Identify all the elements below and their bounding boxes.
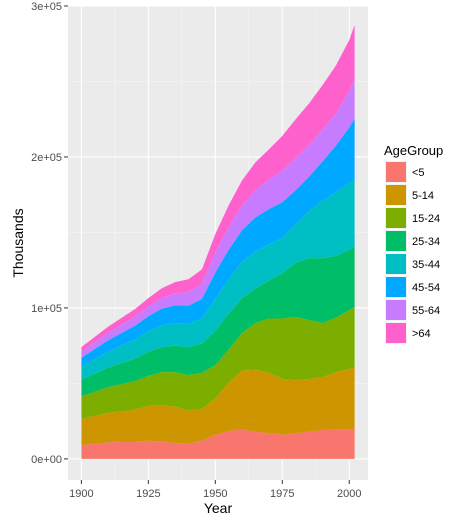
x-tick-label: 1900 — [69, 488, 93, 500]
legend-label-15-24: 15-24 — [412, 213, 440, 225]
x-axis-title: Year — [204, 500, 233, 516]
y-tick-label: 0e+00 — [31, 454, 62, 466]
legend-label-55-64: 55-64 — [412, 305, 440, 317]
area-35-44 — [81, 178, 355, 380]
legend-swatch-5-14 — [386, 185, 406, 205]
legend-label-35-44: 35-44 — [412, 259, 440, 271]
area-series-group — [81, 24, 355, 459]
x-tick-label: 1950 — [203, 488, 227, 500]
area-45-54 — [81, 118, 355, 367]
x-tick-label: 2000 — [337, 488, 361, 500]
x-tick-label: 1975 — [270, 488, 294, 500]
legend: AgeGroup <5 5-14 15-24 25-34 35-44 45-54 55-64… — [384, 143, 443, 344]
legend-swatch-55-64 — [386, 300, 406, 320]
legend-swatch-25-34 — [386, 231, 406, 251]
legend-swatch-15-24 — [386, 208, 406, 228]
legend-label-25-34: 25-34 — [412, 236, 440, 248]
legend-swatch-35-44 — [386, 254, 406, 274]
area-5-14 — [81, 367, 355, 446]
y-tick-label: 3e+05 — [31, 1, 62, 13]
legend-title: AgeGroup — [384, 143, 443, 158]
y-axis: 0e+00 1e+05 2e+05 3e+05 — [31, 1, 68, 466]
y-axis-title: Thousands — [10, 208, 26, 277]
legend-label-over-64: >64 — [412, 328, 431, 340]
y-tick-label: 2e+05 — [31, 152, 62, 164]
legend-label-under-5: <5 — [412, 167, 425, 179]
area-15-24 — [81, 307, 355, 419]
x-tick-label: 1925 — [136, 488, 160, 500]
legend-swatch-45-54 — [386, 277, 406, 297]
area-25-34 — [81, 246, 355, 397]
legend-swatch-under-5 — [386, 162, 406, 182]
legend-label-45-54: 45-54 — [412, 282, 440, 294]
legend-swatch-over-64 — [386, 323, 406, 343]
y-tick-label: 1e+05 — [31, 303, 62, 315]
legend-label-5-14: 5-14 — [412, 190, 434, 202]
area-under-5 — [81, 429, 355, 459]
x-axis: 1900 1925 1950 1975 2000 — [69, 480, 361, 500]
